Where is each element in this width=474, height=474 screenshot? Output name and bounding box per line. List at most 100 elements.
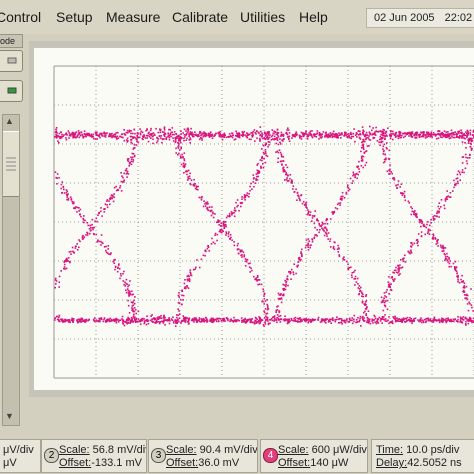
eye-sample-point xyxy=(106,199,109,201)
channel-4-readout[interactable]: 4 Scale: 600 μW/div Offset:140 μW xyxy=(260,439,368,473)
eye-sample-point xyxy=(449,133,452,136)
menu-help[interactable]: Help xyxy=(299,9,328,25)
eye-sample-point xyxy=(136,136,139,138)
eye-sample-point xyxy=(62,320,64,323)
eye-sample-point xyxy=(241,319,243,322)
eye-sample-point xyxy=(163,138,165,140)
eye-sample-point xyxy=(239,250,242,253)
eye-sample-point xyxy=(98,135,100,137)
eye-sample-point xyxy=(361,300,364,303)
eye-sample-point xyxy=(163,134,165,136)
eye-sample-point xyxy=(226,318,229,321)
scroll-down-arrow-icon[interactable]: ▼ xyxy=(5,411,14,421)
eye-sample-point xyxy=(147,140,150,143)
channel-2-readout[interactable]: 2 Scale: 56.8 mV/div Offset:-133.1 mV xyxy=(41,439,147,473)
scroll-thumb[interactable] xyxy=(3,131,19,197)
eye-sample-point xyxy=(275,142,277,145)
eye-sample-point xyxy=(232,321,235,323)
eye-sample-point xyxy=(55,133,57,136)
eye-sample-point xyxy=(110,252,112,254)
eye-sample-point xyxy=(279,138,281,140)
eye-sample-point xyxy=(209,320,211,322)
side-scrollbar[interactable]: ▲ ▼ xyxy=(2,114,20,426)
menu-calibrate[interactable]: Calibrate xyxy=(172,9,229,25)
eye-sample-point xyxy=(195,134,197,136)
channel-1-readout[interactable]: μV/div μV xyxy=(0,439,41,473)
eye-sample-point xyxy=(76,249,79,251)
side-button-1[interactable] xyxy=(0,50,23,72)
eye-sample-point xyxy=(264,149,267,151)
menu-measure[interactable]: Measure xyxy=(106,9,161,25)
eye-sample-point xyxy=(67,193,69,195)
eye-sample-point xyxy=(132,308,134,310)
eye-sample-point xyxy=(383,158,386,161)
eye-sample-point xyxy=(257,170,260,172)
eye-sample-point xyxy=(156,140,159,142)
eye-sample-point xyxy=(116,135,119,138)
eye-sample-point xyxy=(442,133,445,135)
eye-sample-point xyxy=(460,281,463,283)
eye-sample-point xyxy=(169,129,171,131)
channel-3-readout[interactable]: 3 Scale: 90.4 mV/div Offset:36.0 mV xyxy=(148,439,258,473)
eye-sample-point xyxy=(273,315,276,317)
eye-sample-point xyxy=(175,140,177,142)
eye-sample-point xyxy=(285,178,288,181)
eye-sample-point xyxy=(362,144,364,147)
eye-sample-point xyxy=(111,135,113,137)
eye-sample-point xyxy=(188,317,191,320)
eye-sample-point xyxy=(283,287,286,290)
eye-sample-point xyxy=(362,146,365,149)
eye-sample-point xyxy=(420,219,423,221)
eye-sample-point xyxy=(340,318,343,320)
eye-sample-point xyxy=(361,301,364,304)
eye-sample-point xyxy=(314,210,316,212)
scroll-up-arrow-icon[interactable]: ▲ xyxy=(5,116,14,126)
eye-sample-point xyxy=(360,291,363,293)
eye-sample-point xyxy=(351,272,354,274)
eye-sample-point xyxy=(106,200,108,202)
eye-sample-point xyxy=(70,135,72,137)
eye-sample-point xyxy=(342,257,344,260)
eye-sample-point xyxy=(212,321,214,324)
menu-control[interactable]: Control xyxy=(0,9,42,25)
eye-sample-point xyxy=(185,133,188,135)
mode-tab[interactable]: ode xyxy=(0,34,23,48)
eye-sample-point xyxy=(167,132,169,134)
eye-sample-point xyxy=(301,248,303,251)
eye-sample-point xyxy=(55,127,58,129)
eye-sample-point xyxy=(109,197,112,200)
eye-sample-point xyxy=(321,227,323,229)
eye-sample-point xyxy=(459,179,461,181)
eye-sample-point xyxy=(363,134,366,137)
eye-sample-point xyxy=(354,278,357,280)
eye-sample-point xyxy=(259,139,261,141)
eye-sample-point xyxy=(57,135,60,137)
eye-sample-point xyxy=(426,232,429,235)
menu-utilities[interactable]: Utilities xyxy=(240,9,286,25)
eye-sample-point xyxy=(195,318,198,321)
menu-setup[interactable]: Setup xyxy=(56,9,93,25)
eye-sample-point xyxy=(185,134,188,136)
eye-sample-point xyxy=(443,207,446,210)
eye-sample-point xyxy=(219,130,222,133)
eye-sample-point xyxy=(249,321,252,324)
eye-sample-point xyxy=(381,132,384,135)
eye-sample-point xyxy=(402,133,405,135)
timebase-readout[interactable]: Time: 10.0 ps/div Delay:42.5052 ns xyxy=(371,439,474,473)
eye-sample-point xyxy=(319,321,322,323)
eye-sample-point xyxy=(387,281,390,283)
eye-sample-point xyxy=(397,267,399,270)
eye-sample-point xyxy=(324,134,326,137)
waveform-display[interactable] xyxy=(34,48,474,390)
eye-sample-point xyxy=(383,301,386,304)
eye-sample-point xyxy=(252,130,254,133)
eye-sample-point xyxy=(427,133,429,135)
side-button-2[interactable] xyxy=(0,80,23,102)
eye-sample-point xyxy=(189,274,192,276)
eye-sample-point xyxy=(284,179,286,181)
eye-sample-point xyxy=(325,228,328,231)
eye-sample-point xyxy=(417,241,419,243)
eye-sample-point xyxy=(245,260,248,263)
eye-sample-point xyxy=(366,134,369,136)
eye-sample-point xyxy=(368,135,370,137)
